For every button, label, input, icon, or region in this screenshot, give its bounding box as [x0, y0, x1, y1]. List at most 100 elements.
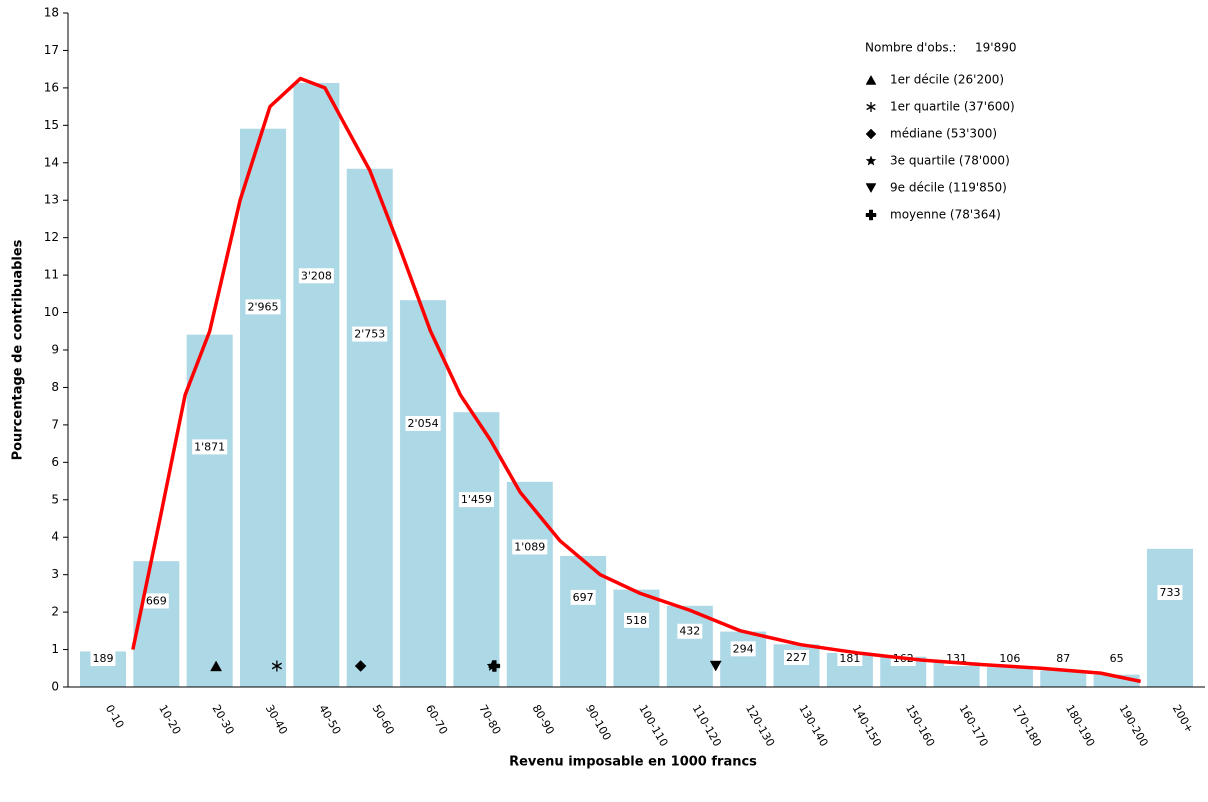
bar	[240, 128, 287, 687]
count-label-box: 1'089	[512, 539, 548, 555]
label-background	[512, 539, 548, 555]
y-tick-label: 2	[51, 605, 59, 619]
bar	[186, 334, 233, 687]
count-label-box: 65	[1107, 651, 1126, 666]
count-label: 432	[679, 625, 700, 638]
label-background	[677, 623, 703, 639]
y-tick-label: 11	[44, 268, 59, 282]
x-tick-label: 30-40	[263, 703, 290, 737]
count-label: 2'965	[248, 300, 279, 313]
bar	[400, 300, 447, 687]
stat-marker	[271, 660, 282, 672]
legend-label: 1er quartile (37'600)	[890, 100, 1015, 114]
x-tick-label: 90-100	[583, 703, 614, 743]
count-label: 87	[1056, 652, 1070, 665]
count-label: 1'871	[194, 440, 225, 453]
label-background	[298, 268, 334, 284]
legend-label: médiane (53'300)	[890, 127, 997, 141]
label-background	[352, 326, 388, 342]
count-label: 733	[1159, 586, 1180, 599]
y-tick-label: 14	[44, 155, 59, 169]
label-background	[143, 593, 169, 609]
y-tick-label: 1	[51, 642, 59, 656]
count-label-box: 518	[623, 612, 649, 628]
stat-marker	[488, 660, 501, 672]
x-tick-label: 190-200	[1116, 703, 1150, 749]
x-tick-label: 160-170	[956, 703, 990, 749]
x-axis-title: Revenu imposable en 1000 francs	[509, 755, 757, 770]
count-label: 227	[786, 651, 807, 664]
x-tick-label: 50-60	[370, 703, 397, 737]
count-label-box: 697	[570, 589, 596, 605]
bar	[1040, 670, 1087, 687]
count-label-box: 432	[677, 623, 703, 639]
y-tick-label: 13	[44, 193, 59, 207]
stat-marker	[354, 660, 367, 672]
y-tick-label: 3	[51, 567, 59, 581]
legend-symbol	[865, 155, 877, 166]
x-tick-label: 70-80	[476, 703, 503, 737]
count-label: 697	[573, 591, 594, 604]
y-tick-label: 7	[51, 417, 59, 431]
count-label-box: 181	[837, 651, 863, 666]
count-label: 1'089	[514, 540, 545, 553]
bar	[986, 667, 1033, 687]
legend-label: 9e décile (119'850)	[890, 181, 1007, 195]
count-label: 3'208	[301, 269, 332, 282]
x-tick-label: 130-140	[796, 703, 830, 749]
y-tick-label: 0	[51, 680, 59, 694]
x-tick-label: 20-30	[209, 703, 236, 737]
count-label-box: 294	[730, 641, 756, 657]
y-tick-label: 5	[51, 492, 59, 506]
bar	[133, 561, 180, 687]
count-label: 181	[839, 652, 860, 665]
count-label: 65	[1110, 652, 1124, 665]
legend-label: 3e quartile (78'000)	[890, 154, 1010, 168]
legend-symbol	[866, 102, 876, 112]
y-tick-label: 6	[51, 455, 59, 469]
x-tick-label: 200+	[1170, 703, 1196, 736]
count-label: 2'054	[408, 417, 439, 430]
density-curve	[131, 76, 1141, 684]
bar	[720, 631, 767, 687]
label-background	[405, 415, 441, 431]
bar	[1146, 548, 1193, 687]
count-label-box: 2'753	[352, 326, 388, 342]
x-tick-label: 40-50	[316, 703, 343, 737]
label-background	[730, 641, 756, 657]
count-label: 669	[146, 594, 167, 607]
label-background	[90, 651, 116, 666]
y-axis-title: Pourcentage de contribuables	[11, 239, 26, 460]
count-label-box: 227	[784, 649, 810, 665]
y-tick-label: 12	[44, 230, 59, 244]
label-background	[784, 649, 810, 665]
bar	[506, 481, 553, 687]
x-tick-label: 0-10	[103, 703, 127, 731]
label-background	[623, 612, 649, 628]
legend-symbol	[865, 74, 877, 85]
legend-symbol	[865, 128, 877, 140]
legend-symbol	[865, 183, 877, 194]
y-tick-label: 16	[44, 80, 59, 94]
count-label-box: 733	[1157, 585, 1183, 601]
obs-label: Nombre d'obs.:	[865, 41, 956, 55]
count-label-box: 2'054	[405, 415, 441, 431]
label-background	[458, 492, 494, 508]
bar	[933, 662, 980, 687]
y-tick-label: 9	[51, 343, 59, 357]
label-background	[245, 299, 281, 315]
x-tick-label: 120-130	[743, 703, 777, 749]
bar	[293, 83, 340, 687]
count-label-box: 106	[997, 651, 1023, 666]
y-tick-label: 10	[44, 305, 59, 319]
bar	[613, 589, 660, 687]
count-label-box: 1'871	[192, 439, 228, 455]
x-tick-label: 110-120	[690, 703, 724, 749]
legend-label: 1er décile (26'200)	[890, 73, 1004, 87]
bar	[666, 605, 713, 687]
obs-value: 19'890	[975, 41, 1016, 55]
label-background	[570, 589, 596, 605]
label-background	[1157, 585, 1183, 601]
label-background	[192, 439, 228, 455]
